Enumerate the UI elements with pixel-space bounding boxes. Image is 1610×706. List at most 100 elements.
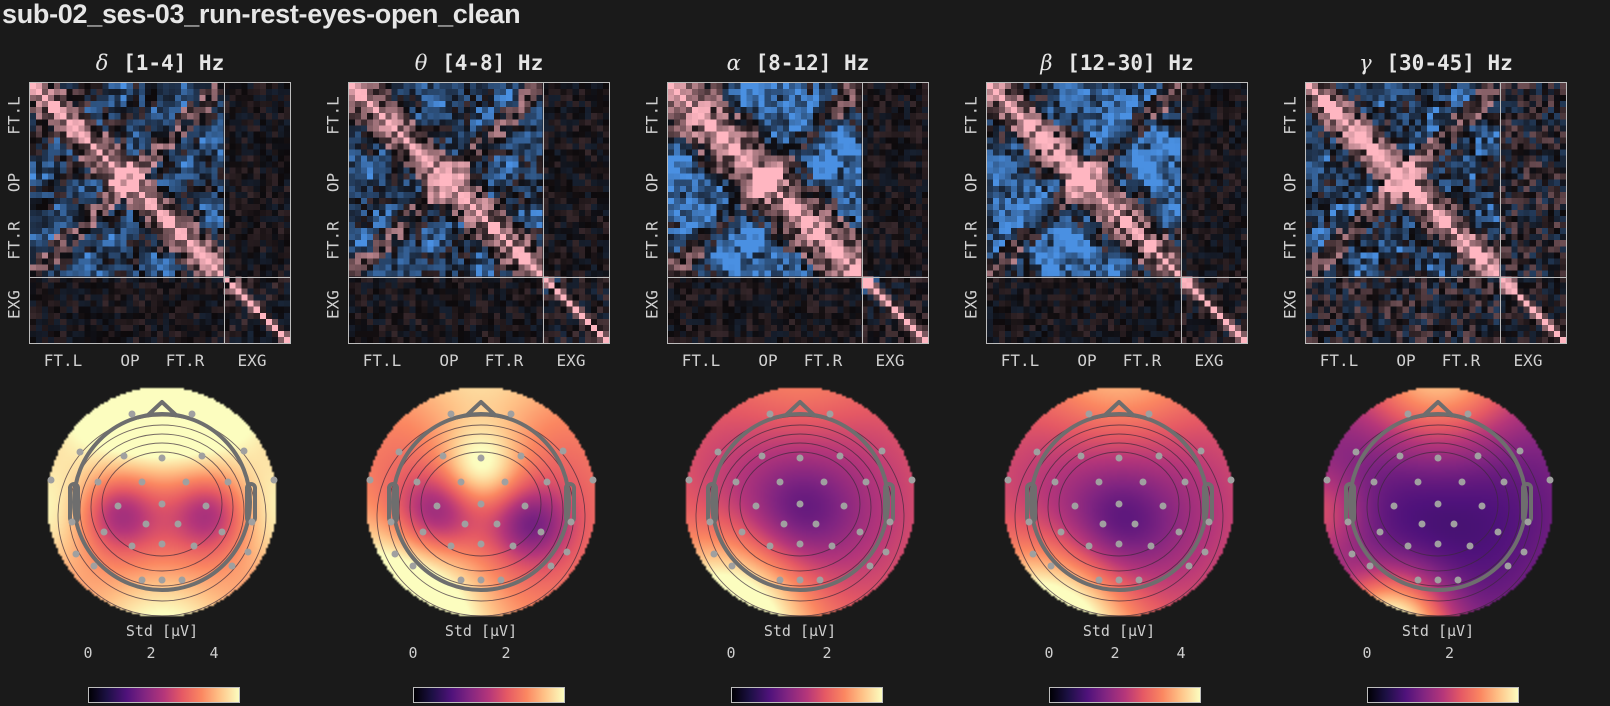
eeg-exg-divider-horizontal: [349, 277, 609, 278]
colorbar-tick: 4: [209, 644, 219, 662]
x-tick-label-exg: EXG: [556, 351, 586, 370]
colorbar-label: Std [μV]: [1401, 622, 1475, 640]
band-panel-3: β [12-30] Hz FT.L OP FT.R EXG FT.L OP FT.R EXG St…: [957, 0, 1277, 706]
x-tick-label-ft-l: FT.L: [43, 351, 83, 370]
matrix-heatmap: [987, 83, 1247, 343]
y-tick-label-op: OP: [961, 172, 981, 193]
band-range: [12-30] Hz: [1067, 51, 1194, 75]
colorbar: [1049, 687, 1201, 703]
head-outline-icon: [685, 400, 916, 617]
x-tick-label-ft-r: FT.R: [165, 351, 205, 370]
band-title: β [12-30] Hz: [986, 51, 1248, 75]
x-tick-label-ft-r: FT.R: [1441, 351, 1481, 370]
y-tick-label-ft-l: FT.L: [4, 96, 24, 135]
colorbar-tick: 0: [1362, 644, 1372, 662]
x-tick-label-ft-r: FT.R: [803, 351, 843, 370]
colorbar-tick: 0: [1044, 644, 1054, 662]
y-tick-label-op: OP: [642, 172, 662, 193]
band-panel-2: α [8-12] Hz FT.L OP FT.R EXG FT.L OP FT.R EXG Std…: [638, 0, 958, 706]
greek-symbol: θ: [414, 51, 428, 75]
x-tick-label-exg: EXG: [1513, 351, 1543, 370]
band-range: [1-4] Hz: [123, 51, 225, 75]
eeg-exg-divider-vertical: [224, 83, 225, 343]
y-tick-label-exg: EXG: [1280, 290, 1300, 319]
x-tick-label-ft-r: FT.R: [1122, 351, 1162, 370]
eeg-exg-divider-horizontal: [30, 277, 290, 278]
colorbar-tick: 2: [1444, 644, 1455, 662]
colorbar-label: Std [μV]: [1082, 622, 1156, 640]
colorbar-tick: 2: [146, 644, 156, 662]
y-tick-label-ft-r: FT.R: [4, 221, 24, 260]
head-outline-icon: [47, 400, 278, 617]
y-tick-label-exg: EXG: [4, 290, 24, 319]
topomap: [684, 386, 916, 618]
matrix-heatmap: [349, 83, 609, 343]
greek-symbol: β: [1040, 51, 1053, 75]
colorbar-label: Std [μV]: [763, 622, 837, 640]
y-tick-label-ft-l: FT.L: [961, 96, 981, 135]
x-tick-label-op: OP: [758, 351, 778, 370]
x-tick-label-op: OP: [1077, 351, 1097, 370]
colorbar: [731, 687, 883, 703]
y-tick-label-op: OP: [1280, 172, 1300, 193]
y-tick-label-ft-r: FT.R: [323, 221, 343, 260]
correlation-matrix: [667, 82, 929, 344]
colorbar-tick: 2: [501, 644, 511, 662]
topomap: [46, 386, 278, 618]
band-title: δ [1-4] Hz: [29, 51, 291, 75]
x-tick-label-op: OP: [120, 351, 140, 370]
y-tick-label-ft-l: FT.L: [1280, 96, 1300, 135]
colorbar-tick: 4: [1176, 644, 1186, 662]
colorbar: [88, 687, 240, 703]
eeg-exg-divider-horizontal: [1306, 277, 1566, 278]
band-range: [30-45] Hz: [1386, 51, 1513, 75]
x-tick-label-op: OP: [439, 351, 459, 370]
band-range: [8-12] Hz: [755, 51, 870, 75]
colorbar: [1367, 687, 1519, 703]
x-tick-label-ft-l: FT.L: [681, 351, 721, 370]
eeg-exg-divider-horizontal: [668, 277, 928, 278]
eeg-exg-divider-vertical: [543, 83, 544, 343]
colorbar-tick: 0: [83, 644, 93, 662]
y-tick-label-op: OP: [323, 172, 343, 193]
eeg-exg-divider-vertical: [1500, 83, 1501, 343]
greek-symbol: α: [726, 51, 741, 75]
x-tick-label-exg: EXG: [237, 351, 267, 370]
correlation-matrix: [29, 82, 291, 344]
eeg-exg-divider-vertical: [862, 83, 863, 343]
head-outline-icon: [366, 400, 597, 617]
greek-symbol: δ: [95, 51, 109, 75]
head-outline-icon: [1004, 400, 1235, 617]
y-tick-label-ft-r: FT.R: [1280, 221, 1300, 260]
topomap: [365, 386, 597, 618]
y-tick-label-ft-r: FT.R: [961, 221, 981, 260]
colorbar-tick: 2: [822, 644, 832, 662]
y-tick-label-op: OP: [4, 172, 24, 193]
colorbar-tick: 2: [1110, 644, 1120, 662]
matrix-heatmap: [1306, 83, 1566, 343]
band-title: α [8-12] Hz: [667, 51, 929, 75]
band-title: γ [30-45] Hz: [1305, 51, 1567, 75]
figure-title: sub-02_ses-03_run-rest-eyes-open_clean: [2, 0, 521, 29]
y-tick-label-exg: EXG: [961, 290, 981, 319]
topomap: [1003, 386, 1235, 618]
band-panel-0: δ [1-4] Hz FT.L OP FT.R EXG FT.L OP FT.R EXG Std …: [0, 0, 320, 706]
y-tick-label-exg: EXG: [323, 290, 343, 319]
x-tick-label-ft-r: FT.R: [484, 351, 524, 370]
y-tick-label-ft-l: FT.L: [642, 96, 662, 135]
colorbar: [413, 687, 565, 703]
x-tick-label-exg: EXG: [875, 351, 905, 370]
matrix-heatmap: [668, 83, 928, 343]
correlation-matrix: [986, 82, 1248, 344]
head-outline-icon: [1323, 400, 1554, 617]
colorbar-tick: 0: [726, 644, 736, 662]
colorbar-label: Std [μV]: [125, 622, 199, 640]
x-tick-label-ft-l: FT.L: [1319, 351, 1359, 370]
x-tick-label-exg: EXG: [1194, 351, 1224, 370]
eeg-exg-divider-vertical: [1181, 83, 1182, 343]
x-tick-label-ft-l: FT.L: [1000, 351, 1040, 370]
band-range: [4-8] Hz: [442, 51, 544, 75]
band-title: θ [4-8] Hz: [348, 51, 610, 75]
band-panel-4: γ [30-45] Hz FT.L OP FT.R EXG FT.L OP FT.R EXG St…: [1276, 0, 1596, 706]
y-tick-label-ft-r: FT.R: [642, 221, 662, 260]
